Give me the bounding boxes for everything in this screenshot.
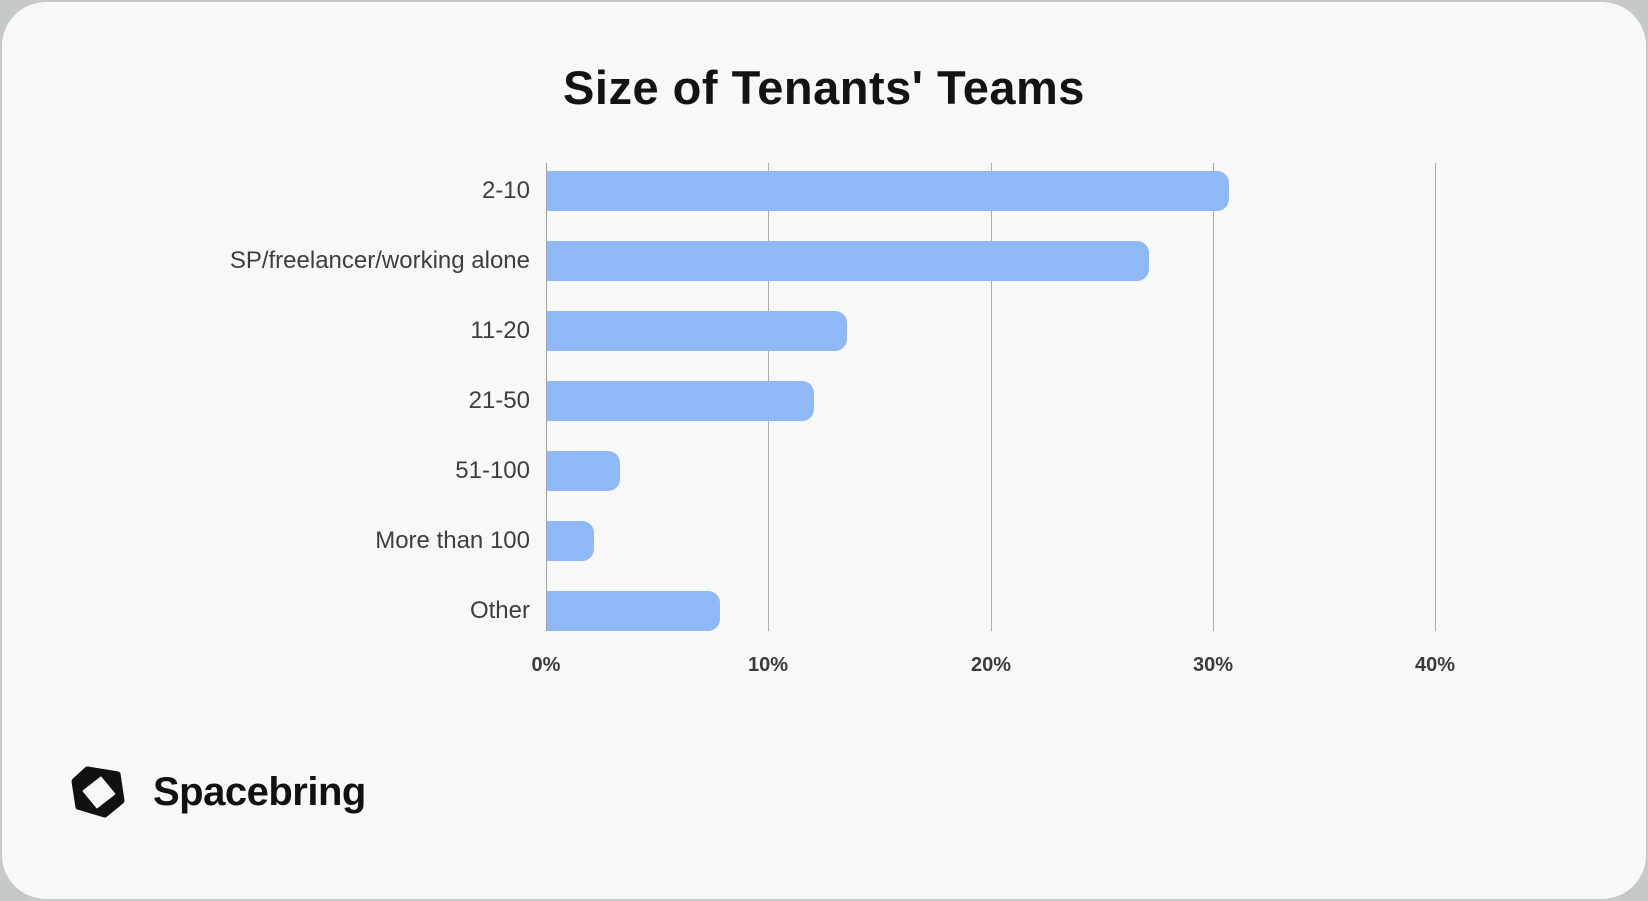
y-axis-line <box>546 163 547 631</box>
brand-name: Spacebring <box>153 769 366 814</box>
chart-title: Size of Tenants' Teams <box>563 61 1085 114</box>
category-label: Other <box>469 597 530 624</box>
category-label: 11-20 <box>470 317 530 344</box>
gridline <box>991 163 992 631</box>
category-label: 21-50 <box>468 387 530 414</box>
bar <box>547 591 720 631</box>
bar <box>547 241 1149 281</box>
x-tick-label: 10% <box>747 654 789 676</box>
bar <box>547 381 814 421</box>
x-tick-label: 30% <box>1192 654 1234 676</box>
bar <box>547 521 594 561</box>
bar <box>547 451 620 491</box>
x-tick-label: 40% <box>1414 654 1456 676</box>
category-label: SP/freelancer/working alone <box>229 247 530 274</box>
x-tick-label: 20% <box>970 654 1012 676</box>
bar <box>547 311 847 351</box>
category-label: 51-100 <box>455 457 530 484</box>
bar <box>547 171 1229 211</box>
category-label: More than 100 <box>375 527 530 554</box>
category-label: 2-10 <box>481 177 530 204</box>
gridline <box>1435 163 1436 631</box>
spacebring-cube-icon <box>71 766 125 818</box>
gridline <box>1213 163 1214 631</box>
x-tick-label: 0% <box>531 654 561 676</box>
brand-lockup: Spacebring <box>71 766 366 818</box>
